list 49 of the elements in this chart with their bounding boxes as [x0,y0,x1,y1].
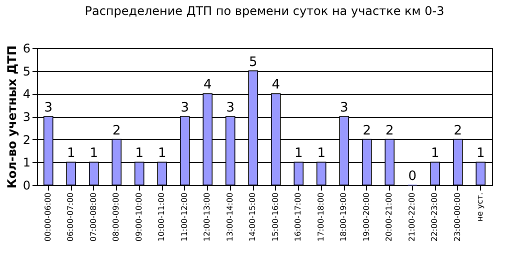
x-tick-label: 11:00-12:00 [180,192,189,242]
data-label: 3 [340,100,348,116]
x-tick-label: 14:00-15:00 [248,192,258,242]
x-tick-label: 09:00-10:00 [134,192,144,242]
x-tick-label: 17:00-18:00 [316,192,326,242]
y-tick-label: 4 [22,87,30,102]
x-tick-label: 06:00-07:00 [66,192,76,242]
x-tick-label: 22:00-23:00 [430,192,440,242]
data-label: 1 [66,146,76,162]
x-tick-label: 08:00-09:00 [112,192,121,242]
x-tick-label: 15:00-16:00 [270,192,280,242]
data-label: 3 [226,100,235,116]
y-tick-label: 2 [22,132,30,147]
y-tick-label: 5 [22,64,30,78]
chart-title: Распределение ДТП по времени суток на участке км 0-3 [84,4,444,18]
data-label: 1 [476,146,485,162]
data-label: 1 [430,146,440,162]
y-tick-label: 1 [22,156,30,170]
x-tick-label: не уст. [476,192,485,222]
x-tick-label: 07:00-08:00 [88,192,98,242]
data-label: 2 [454,123,462,138]
data-label: 2 [362,123,372,138]
data-label: 5 [248,54,258,70]
y-tick-label: 0 [22,178,30,192]
x-tick-label: 18:00-19:00 [339,192,348,242]
data-label: 1 [158,146,166,162]
x-tick-label: 12:00-13:00 [202,192,212,242]
data-label: 2 [112,123,121,138]
y-axis-title: Кол-во учетных ДТП [4,46,19,188]
data-label: 1 [317,146,326,162]
data-label: 3 [180,100,190,116]
data-label: 0 [408,169,417,184]
x-tick-label: 10:00-11:00 [157,192,166,242]
x-tick-label: 23:00-00:00 [452,192,462,242]
y-tick-label: 3 [22,110,30,124]
data-label: 1 [90,146,98,162]
x-tick-label: 13:00-14:00 [225,192,234,242]
x-tick-label: 20:00-21:00 [384,192,394,242]
data-label: 1 [294,146,303,162]
data-label: 3 [44,100,53,116]
data-label: 1 [135,146,144,162]
data-label: 4 [203,78,212,93]
data-label: 4 [272,78,280,93]
y-tick-label: 6 [22,42,30,56]
x-tick-label: 00:00-06:00 [43,192,52,242]
x-tick-label: 21:00-22:00 [407,192,416,242]
x-tick-label: 16:00-17:00 [294,192,303,242]
data-label: 2 [385,123,394,138]
x-tick-label: 19:00-20:00 [362,192,371,242]
